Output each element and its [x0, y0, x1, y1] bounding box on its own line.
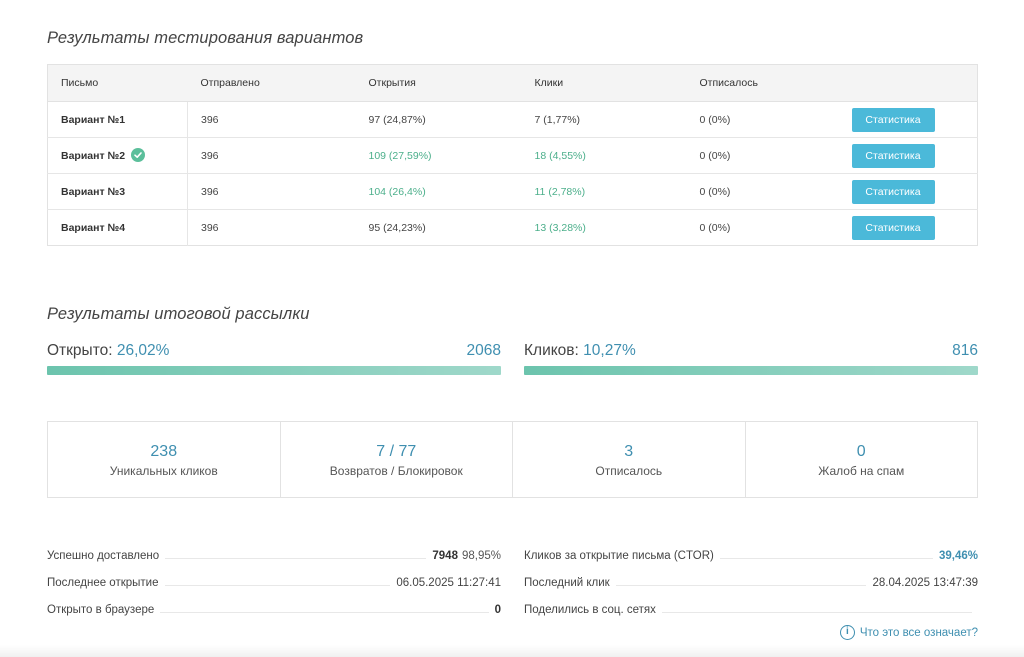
detail-label: Кликов за открытие письма (CTOR)	[524, 550, 714, 562]
variant-unsubscribed: 0 (0%)	[686, 101, 837, 138]
variant-sent: 396	[187, 137, 356, 174]
variant-opens: 104 (26,4%)	[355, 173, 522, 210]
detail-value: 0	[494, 604, 501, 616]
stat-value: 3	[624, 443, 634, 460]
stat-unsubscribed: 3 Отписалось	[513, 422, 746, 497]
detail-subvalue: 98,95%	[461, 550, 501, 562]
header-opens: Открытия	[355, 64, 522, 102]
detail-label: Открыто в браузере	[47, 604, 155, 616]
opened-progress-fill	[47, 366, 501, 375]
variant-opens: 97 (24,87%)	[355, 101, 522, 138]
stats-summary: 238 Уникальных кликов 7 / 77 Возвратов /…	[47, 421, 978, 498]
stat-value: 7 / 77	[376, 443, 417, 460]
info-icon: i	[839, 625, 855, 640]
variant-unsubscribed: 0 (0%)	[686, 173, 837, 210]
detail-label: Успешно доставлено	[47, 550, 160, 562]
table-header-row: Письмо Отправлено Открытия Клики Отписал…	[47, 64, 978, 102]
stat-label: Жалоб на спам	[818, 464, 905, 478]
opened-label: Открыто:	[47, 342, 113, 359]
stat-unique-clicks: 238 Уникальных кликов	[48, 422, 281, 497]
opened-progress-track	[47, 366, 501, 375]
table-row: Вариант №1 396 97 (24,87%) 7 (1,77%) 0 (0%) С…	[47, 101, 978, 138]
statistics-button[interactable]: Статистика	[851, 179, 935, 204]
help-link-text: Что это все означает?	[859, 626, 978, 639]
stat-label: Уникальных кликов	[109, 464, 218, 478]
stat-label: Отписалось	[595, 464, 663, 478]
detail-opened-in-browser: Открыто в браузере 0	[47, 594, 501, 621]
opened-percent: 26,02%	[116, 342, 170, 359]
variants-table: Письмо Отправлено Открытия Клики Отписал…	[47, 64, 978, 246]
detail-social-shares: Поделились в соц. сетях	[524, 594, 978, 621]
final-section-title: Результаты итоговой рассылки	[47, 305, 310, 323]
header-sent: Отправлено	[187, 64, 356, 102]
detail-label: Последнее открытие	[47, 577, 159, 589]
clicks-progress-fill	[524, 366, 978, 375]
detail-value: 28.04.2025 13:47:39	[872, 577, 978, 589]
stat-bounces-blocks: 7 / 77 Возвратов / Блокировок	[281, 422, 513, 497]
variant-opens: 95 (24,23%)	[368, 221, 426, 234]
detail-last-click: Последний клик 28.04.2025 13:47:39	[524, 567, 978, 594]
variant-sent: 396	[201, 221, 219, 234]
clicks-progress-track	[524, 366, 978, 375]
variant-clicks: 18 (4,55%)	[521, 137, 687, 174]
stat-label: Возвратов / Блокировок	[329, 464, 463, 478]
statistics-button[interactable]: Статистика	[851, 107, 935, 132]
table-row: Вариант №3 396 104 (26,4%) 11 (2,78%) 0 (0%)…	[47, 173, 978, 210]
variant-clicks: 7 (1,77%)	[521, 101, 687, 138]
stat-value: 238	[150, 443, 178, 460]
header-actions	[836, 64, 978, 102]
winner-check-icon	[131, 147, 146, 162]
opened-count: 2068	[466, 342, 501, 359]
opened-progress: Открыто: 26,02% 2068	[47, 342, 501, 375]
detail-ctor: Кликов за открытие письма (CTOR) 39,46%	[524, 540, 978, 567]
detail-delivered: Успешно доставлено 7948 98,95%	[47, 540, 501, 567]
table-row: Вариант №4 396 95 (24,23%) 13 (3,28%) 0 (0%)…	[47, 209, 978, 246]
variant-sent: 396	[187, 101, 356, 138]
header-clicks: Клики	[521, 64, 687, 102]
detail-label: Последний клик	[524, 577, 610, 589]
detail-label: Поделились в соц. сетях	[524, 604, 656, 616]
details-left: Успешно доставлено 7948 98,95% Последнее …	[47, 540, 501, 621]
variant-clicks: 13 (3,28%)	[534, 221, 586, 234]
variant-clicks: 11 (2,78%)	[521, 173, 687, 210]
detail-last-open: Последнее открытие 06.05.2025 11:27:41	[47, 567, 501, 594]
detail-value: 06.05.2025 11:27:41	[396, 577, 501, 589]
help-link[interactable]: i Что это все означает?	[839, 625, 978, 640]
clicks-label: Кликов:	[524, 342, 579, 359]
header-unsubscribed: Отписалось	[686, 64, 837, 102]
stat-spam-complaints: 0 Жалоб на спам	[746, 422, 978, 497]
clicks-count: 816	[952, 342, 978, 359]
variant-name: Вариант №2	[47, 137, 188, 174]
detail-value: 7948	[432, 550, 458, 562]
details-right: Кликов за открытие письма (CTOR) 39,46% …	[524, 540, 978, 621]
statistics-button[interactable]: Статистика	[851, 215, 935, 240]
detail-value: 39,46%	[938, 550, 978, 562]
variant-unsubscribed: 0 (0%)	[699, 221, 731, 234]
bottom-shadow	[0, 645, 1024, 657]
table-row: Вариант №2 396 109 (27,59%) 18 (4,55%) 0 (0%…	[47, 137, 978, 174]
header-letter: Письмо	[47, 64, 188, 102]
statistics-button[interactable]: Статистика	[851, 143, 935, 168]
variants-section-title: Результаты тестирования вариантов	[47, 29, 364, 47]
variant-name: Вариант №3	[47, 173, 188, 210]
variant-opens: 109 (27,59%)	[355, 137, 522, 174]
variant-name: Вариант №1	[47, 101, 188, 138]
clicks-progress: Кликов: 10,27% 816	[524, 342, 978, 375]
variant-unsubscribed: 0 (0%)	[686, 137, 837, 174]
variant-name: Вариант №4	[47, 209, 188, 246]
stat-value: 0	[856, 443, 866, 460]
clicks-percent: 10,27%	[583, 342, 636, 359]
variant-sent: 396	[187, 173, 356, 210]
